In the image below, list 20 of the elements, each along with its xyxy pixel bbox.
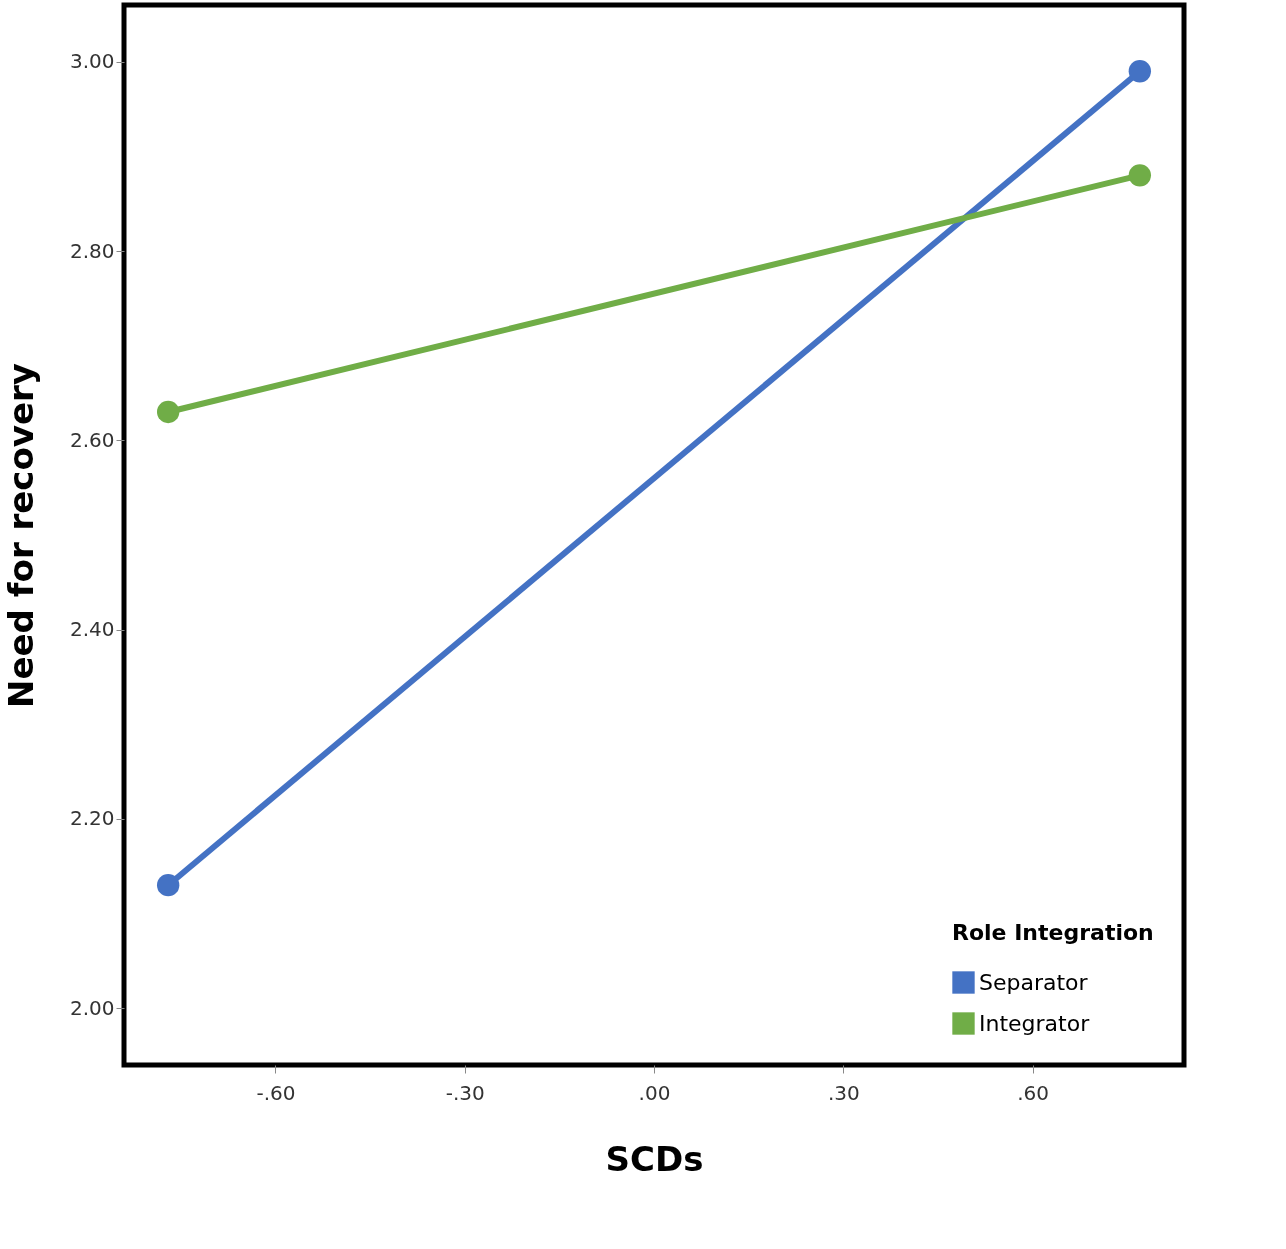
- point: [156, 400, 180, 424]
- y-tick-label: 2.40: [69, 617, 115, 642]
- point: [1128, 60, 1152, 83]
- point: [156, 874, 180, 897]
- y-axis-title: Need for recovery: [0, 363, 41, 708]
- y-tick-label: 2.80: [69, 238, 115, 263]
- x-tick-label: .30: [827, 1080, 860, 1105]
- x-tick-label: .00: [638, 1080, 671, 1105]
- legend-label: Separator: [979, 969, 1089, 995]
- x-tick-label: -.60: [256, 1080, 296, 1105]
- legend-label: Integrator: [979, 1010, 1091, 1036]
- y-tick-label: 3.00: [69, 49, 115, 74]
- y-tick-label: 2.00: [69, 995, 115, 1020]
- x-tick-label: -.30: [445, 1080, 485, 1105]
- x-tick-label: .60: [1017, 1080, 1049, 1105]
- y-tick-label: 2.20: [69, 806, 115, 831]
- legend-title: Role Integration: [952, 920, 1154, 945]
- y-tick-label: 2.60: [69, 427, 115, 452]
- point: [1128, 164, 1152, 187]
- x-axis-title: SCDs: [605, 1138, 704, 1179]
